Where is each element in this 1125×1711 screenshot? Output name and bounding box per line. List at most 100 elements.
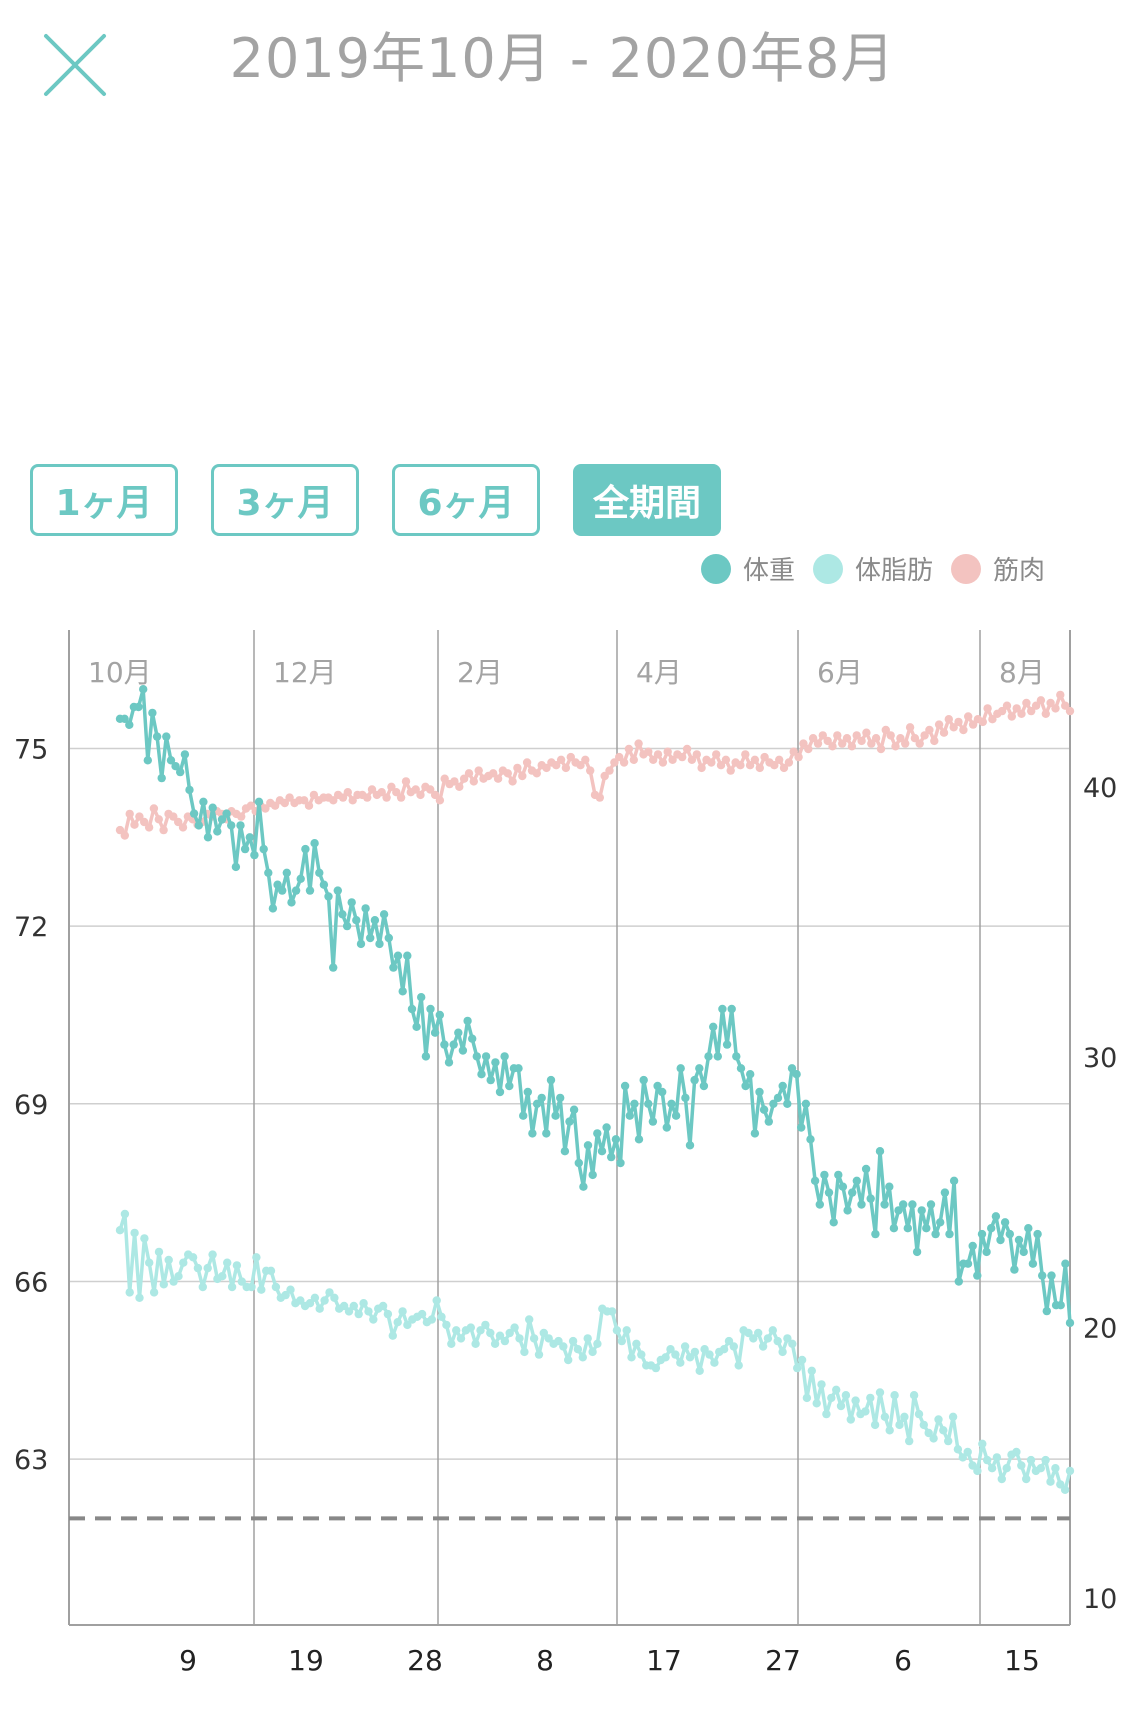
data-point-weight bbox=[139, 685, 148, 694]
data-point-weight bbox=[593, 1129, 602, 1138]
data-point-body-fat bbox=[705, 1350, 714, 1359]
data-point-weight bbox=[704, 1052, 713, 1061]
tab-6-months[interactable]: 6ヶ月 bbox=[392, 464, 540, 536]
x-day-label: 28 bbox=[407, 1644, 443, 1677]
data-point-weight bbox=[361, 904, 370, 913]
data-point-muscle bbox=[120, 831, 129, 840]
data-point-muscle bbox=[871, 734, 881, 743]
data-point-weight bbox=[500, 1052, 509, 1061]
data-point-weight bbox=[528, 1129, 537, 1138]
data-point-body-fat bbox=[607, 1307, 617, 1316]
data-point-body-fat bbox=[583, 1334, 592, 1343]
data-point-body-fat bbox=[203, 1263, 212, 1273]
tab-3-months[interactable]: 3ヶ月 bbox=[211, 464, 359, 536]
data-point-muscle bbox=[401, 777, 411, 786]
data-point-weight bbox=[945, 1229, 954, 1239]
data-point-body-fat bbox=[997, 1474, 1006, 1484]
legend-label-body-fat: 体脂肪 bbox=[854, 556, 933, 586]
data-point-body-fat bbox=[388, 1331, 397, 1340]
data-point-weight bbox=[815, 1200, 824, 1209]
data-point-body-fat bbox=[846, 1415, 855, 1424]
data-point-weight bbox=[352, 916, 361, 925]
tab-1-month-label: 1ヶ月 bbox=[55, 483, 153, 524]
data-point-muscle bbox=[435, 796, 445, 805]
data-point-weight bbox=[366, 933, 375, 943]
data-point-muscle bbox=[1022, 698, 1031, 708]
data-point-body-fat bbox=[866, 1393, 875, 1403]
data-point-body-fat bbox=[403, 1320, 412, 1330]
data-point-weight bbox=[514, 1064, 523, 1073]
data-point-muscle bbox=[964, 712, 973, 721]
data-point-weight bbox=[885, 1182, 894, 1191]
data-point-muscle bbox=[469, 777, 478, 786]
data-point-weight bbox=[421, 1052, 431, 1061]
data-point-weight bbox=[713, 1052, 722, 1061]
data-point-weight bbox=[379, 910, 389, 919]
data-point-body-fat bbox=[802, 1393, 812, 1403]
data-point-body-fat bbox=[271, 1282, 281, 1292]
data-point-muscle bbox=[489, 769, 498, 778]
data-point-weight bbox=[820, 1170, 829, 1180]
data-point-muscle bbox=[392, 788, 401, 797]
close-button[interactable] bbox=[40, 30, 110, 100]
data-point-body-fat bbox=[573, 1345, 583, 1354]
y-left-tick-label: 63 bbox=[14, 1445, 48, 1476]
data-point-weight bbox=[120, 714, 129, 723]
data-point-weight bbox=[857, 1200, 866, 1209]
data-point-muscle bbox=[144, 823, 154, 832]
data-point-body-fat bbox=[447, 1339, 456, 1349]
data-point-body-fat bbox=[286, 1285, 295, 1294]
tab-all-period[interactable]: 全期間 bbox=[573, 464, 721, 536]
data-point-weight bbox=[792, 1070, 801, 1079]
data-point-muscle bbox=[270, 801, 280, 810]
data-point-weight bbox=[801, 1099, 811, 1109]
data-point-body-fat bbox=[651, 1363, 661, 1373]
data-point-weight bbox=[301, 844, 310, 854]
data-point-body-fat bbox=[218, 1272, 227, 1281]
data-point-body-fat bbox=[140, 1234, 149, 1243]
data-point-muscle bbox=[125, 809, 134, 819]
tab-1-month[interactable]: 1ヶ月 bbox=[30, 464, 178, 536]
data-point-body-fat bbox=[393, 1318, 402, 1327]
data-point-weight bbox=[667, 1099, 676, 1109]
data-point-weight bbox=[1024, 1224, 1033, 1233]
data-point-body-fat bbox=[944, 1436, 953, 1446]
chart-legend: 体重 体脂肪 筋肉 bbox=[683, 550, 1045, 587]
data-point-body-fat bbox=[734, 1361, 743, 1370]
data-point-muscle bbox=[542, 763, 551, 773]
data-point-muscle bbox=[634, 739, 643, 748]
data-point-muscle bbox=[518, 771, 527, 781]
data-point-body-fat bbox=[1065, 1466, 1075, 1476]
data-point-muscle bbox=[716, 761, 726, 770]
data-point-body-fat bbox=[914, 1409, 924, 1419]
x-day-label: 17 bbox=[646, 1644, 682, 1677]
data-point-weight bbox=[310, 839, 319, 848]
data-point-weight bbox=[185, 785, 194, 795]
data-point-weight bbox=[797, 1123, 806, 1132]
data-point-weight bbox=[407, 1004, 417, 1014]
data-point-weight bbox=[519, 1111, 528, 1120]
data-point-body-fat bbox=[378, 1301, 388, 1311]
data-point-body-fat bbox=[325, 1288, 334, 1297]
data-point-muscle bbox=[1036, 696, 1046, 705]
data-point-weight bbox=[282, 868, 291, 877]
data-point-weight bbox=[1042, 1306, 1052, 1316]
data-point-muscle bbox=[629, 755, 638, 764]
data-point-body-fat bbox=[832, 1385, 841, 1395]
data-point-weight bbox=[319, 880, 329, 889]
x-day-label: 15 bbox=[1004, 1644, 1040, 1677]
data-point-muscle bbox=[329, 796, 338, 805]
data-point-weight bbox=[208, 803, 217, 812]
data-point-weight bbox=[546, 1075, 556, 1085]
x-month-label: 6月 bbox=[817, 656, 863, 689]
data-point-weight bbox=[152, 732, 162, 741]
data-point-weight bbox=[532, 1099, 542, 1109]
data-point-weight bbox=[495, 1087, 505, 1097]
data-point-weight bbox=[162, 732, 171, 741]
data-point-weight bbox=[384, 933, 393, 943]
data-point-body-fat bbox=[257, 1285, 266, 1294]
data-point-muscle bbox=[363, 793, 372, 802]
data-point-muscle bbox=[741, 750, 750, 759]
data-point-muscle bbox=[1046, 698, 1055, 708]
